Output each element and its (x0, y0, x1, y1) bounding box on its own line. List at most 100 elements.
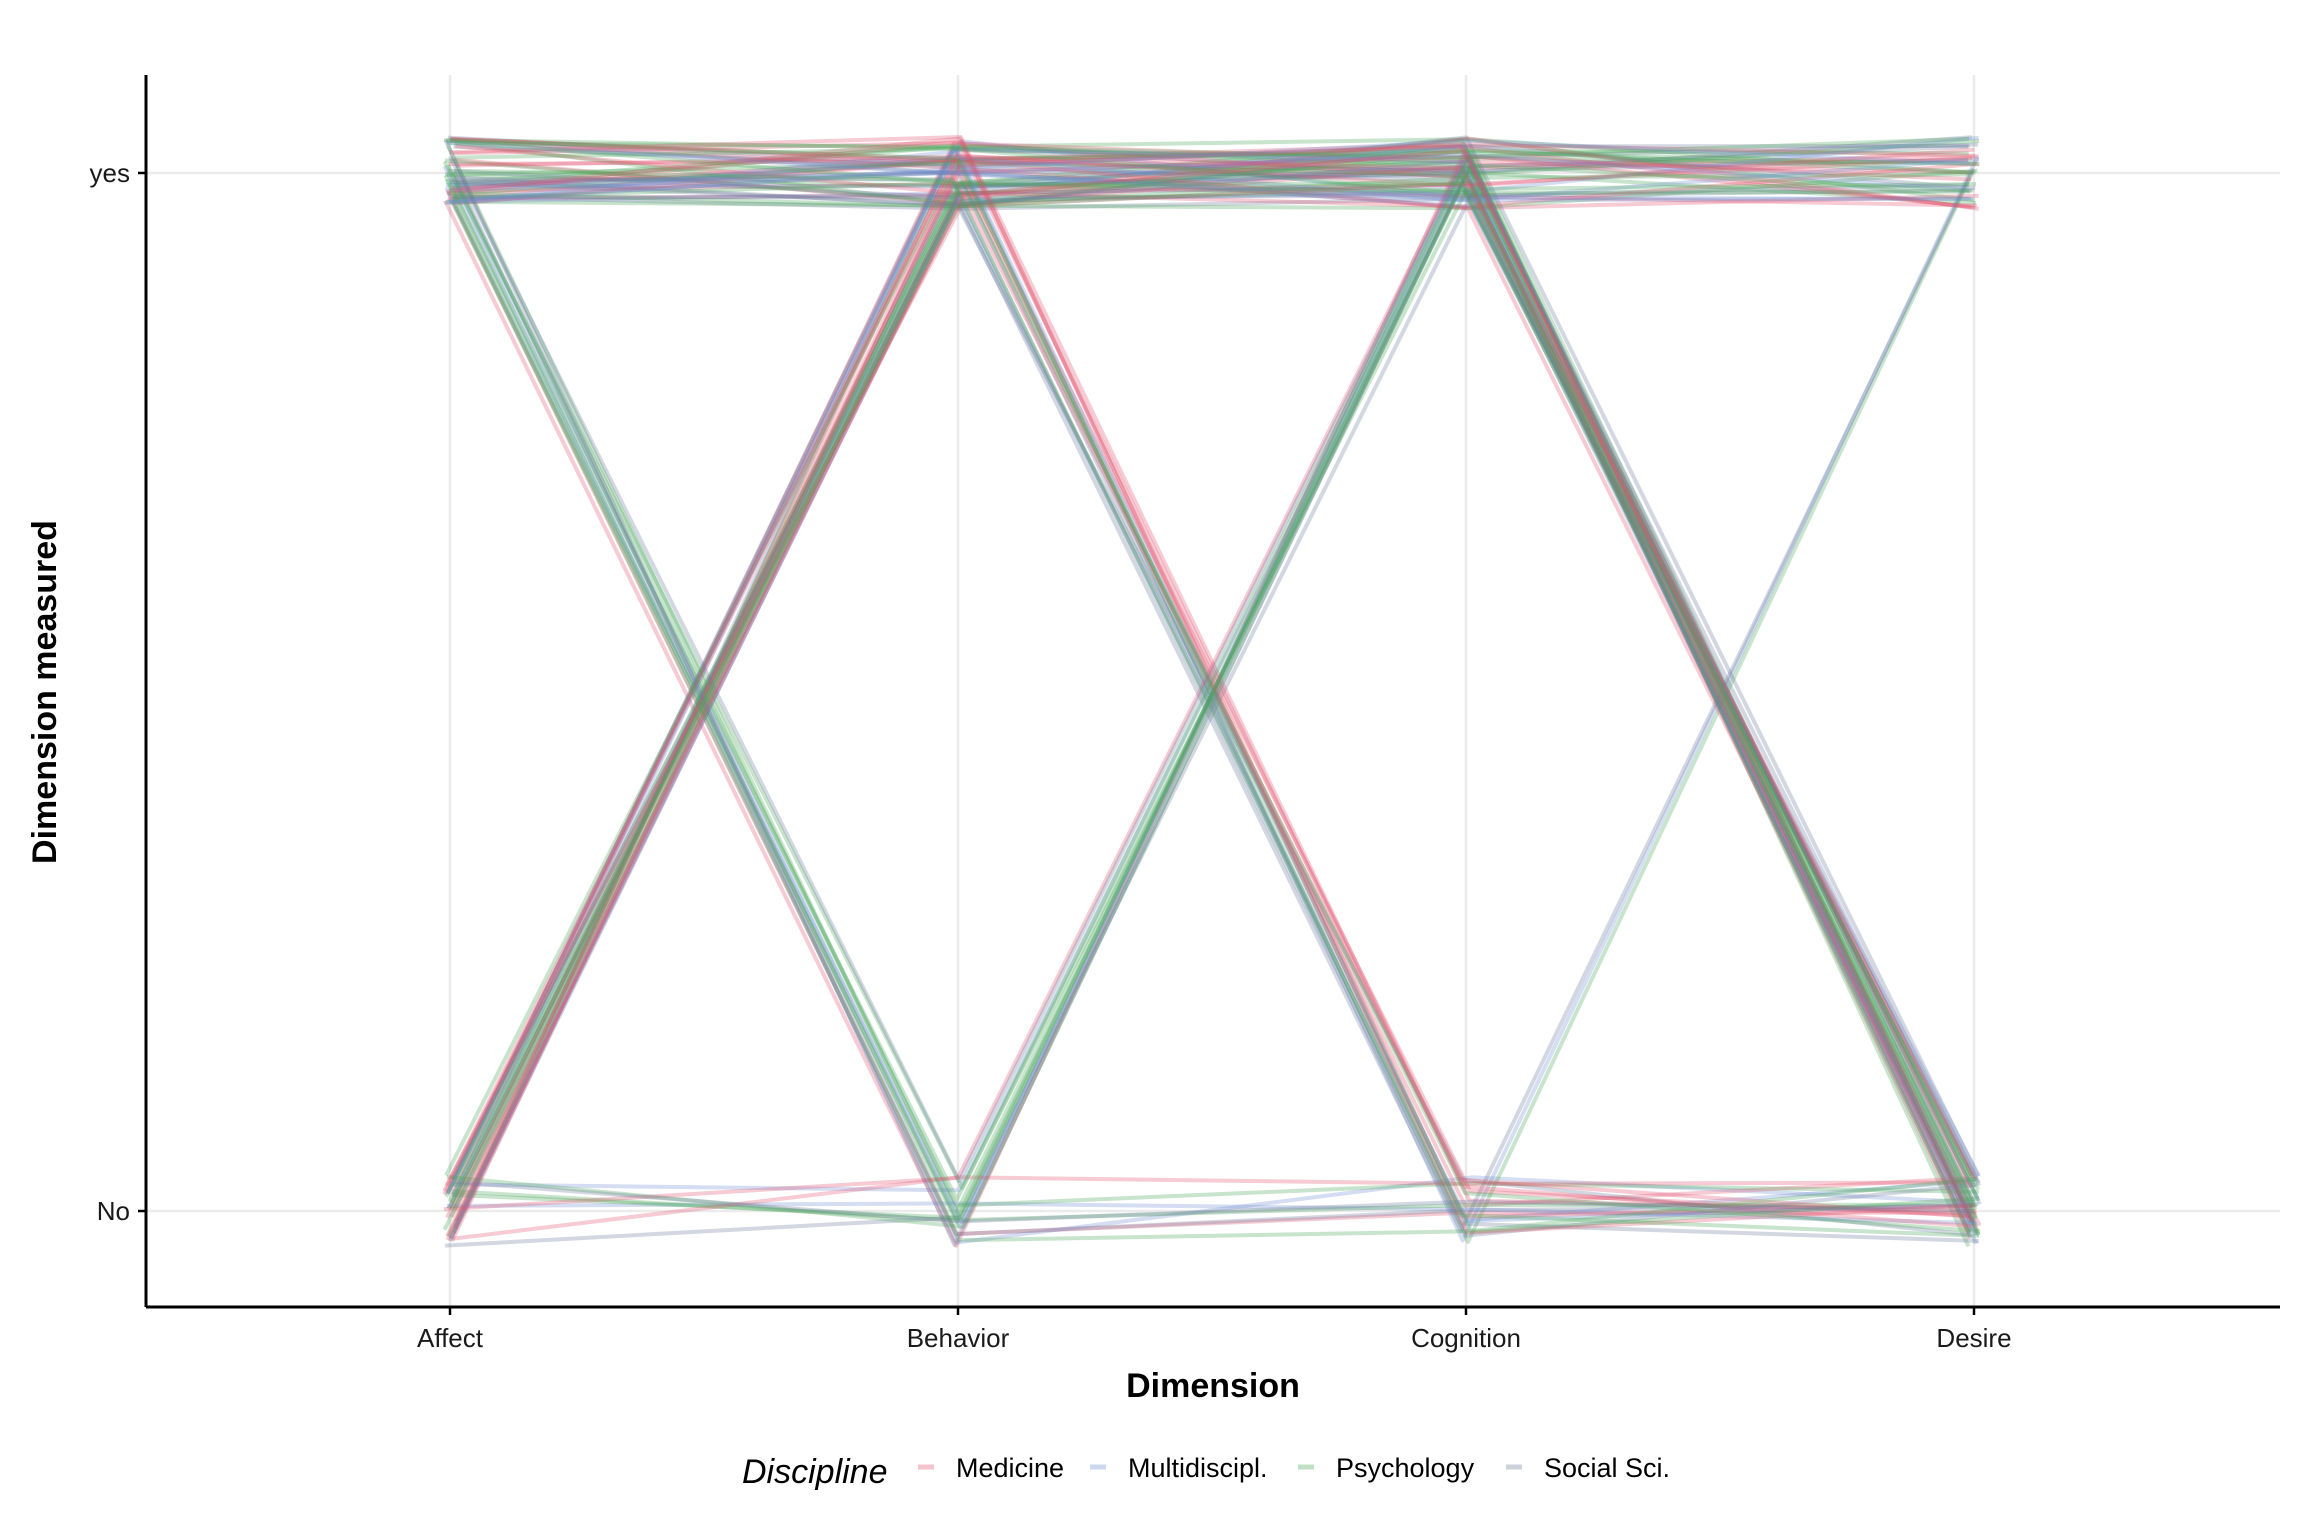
series-line-medicine (445, 136, 1979, 1241)
series-line-medicine (443, 151, 1972, 1234)
series-line-social-sci- (451, 171, 1973, 1237)
x-ticks: Affect Behavior Cognition Desire (417, 1307, 2012, 1353)
series-line-social-sci- (453, 144, 1976, 209)
series-line-psychology (447, 170, 1977, 206)
series-line-multidiscipl- (445, 143, 1978, 1236)
series-line-psychology (443, 155, 1978, 1219)
series-line-medicine (445, 154, 1972, 1219)
series-line-multidiscipl- (453, 159, 1979, 1245)
series-line-medicine (450, 158, 1972, 1240)
series-line-multidiscipl- (446, 1201, 1977, 1225)
series-line-psychology (446, 138, 1980, 1234)
series-line-social-sci- (450, 158, 1976, 1204)
series-line-medicine (449, 141, 1978, 1195)
legend-label-medicine: Medicine (956, 1453, 1064, 1483)
series-line-psychology (454, 140, 1969, 207)
series-line-social-sci- (445, 192, 1979, 1248)
series-line-psychology (449, 181, 1978, 1211)
series-line-social-sci- (447, 168, 1970, 1237)
legend-title: Discipline (742, 1453, 888, 1491)
grid (146, 75, 2280, 1307)
series-line-social-sci- (453, 146, 1982, 1210)
series-line-medicine (455, 143, 1973, 196)
series-line-psychology (452, 137, 1970, 189)
legend-label-social-sci: Social Sci. (1544, 1453, 1670, 1483)
series-line-psychology (455, 141, 1975, 1223)
series-line-medicine (453, 141, 1974, 175)
series-line-medicine (449, 157, 1979, 211)
series-line-psychology (445, 144, 1971, 1248)
series-line-medicine (450, 154, 1979, 206)
series-line-social-sci- (453, 157, 1980, 191)
series-line-medicine (442, 147, 1975, 1192)
series-line-multidiscipl- (442, 165, 1974, 1245)
series-line-medicine (446, 139, 1976, 1219)
series-line-medicine (454, 182, 1977, 208)
series-line-psychology (446, 149, 1980, 1238)
series-line-social-sci- (449, 137, 1974, 198)
series-line-social-sci- (447, 135, 1970, 168)
series-line-medicine (451, 136, 1973, 210)
series-line-medicine (449, 148, 1975, 1222)
x-tick-label: Affect (417, 1323, 484, 1353)
series-line-multidiscipl- (452, 166, 1974, 1226)
x-tick-label: Cognition (1411, 1323, 1521, 1353)
x-tick-label: Behavior (907, 1323, 1010, 1353)
series-line-psychology (446, 141, 1977, 166)
series-line-psychology (448, 137, 1976, 1209)
series-line-psychology (444, 178, 1981, 1225)
axes (144, 75, 2280, 1309)
series-line-psychology (452, 1189, 1974, 1223)
series-line-social-sci- (452, 194, 1974, 1177)
series-line-medicine (452, 142, 1976, 206)
series-line-medicine (449, 138, 1980, 1232)
series-line-medicine (450, 136, 1971, 1218)
series-line-social-sci- (447, 144, 1969, 1242)
series-line-psychology (446, 168, 1978, 211)
series-line-medicine (450, 143, 1972, 1243)
series-line-psychology (451, 150, 1978, 1220)
series-line-multidiscipl- (446, 139, 1974, 1192)
series-line-psychology (444, 136, 1969, 1198)
y-ticks: No yes (90, 158, 146, 1226)
series-line-multidiscipl- (455, 171, 1979, 1228)
y-tick-label: yes (90, 158, 130, 188)
series-line-medicine (447, 158, 1969, 201)
legend-label-psychology: Psychology (1336, 1453, 1475, 1483)
series-line-medicine (445, 172, 1973, 1237)
series-line-social-sci- (445, 135, 1973, 1195)
series-line-psychology (451, 149, 1975, 1244)
series-line-psychology (452, 172, 1970, 1188)
series-line-psychology (452, 181, 1980, 1199)
legend-label-multidiscipl: Multidiscipl. (1128, 1453, 1268, 1483)
series-line-social-sci- (455, 170, 1979, 1243)
legend: Discipline Medicine Multidiscipl. Psycholo… (742, 1453, 1670, 1491)
y-tick-label: No (97, 1196, 130, 1226)
series-line-social-sci- (449, 177, 1977, 1238)
series-line-social-sci- (449, 167, 1976, 1240)
series-line-medicine (448, 158, 1982, 1227)
series-line-multidiscipl- (446, 169, 1981, 1177)
series-line-multidiscipl- (448, 138, 1971, 205)
series-line-multidiscipl- (449, 152, 1969, 193)
series-line-medicine (444, 181, 1973, 1224)
series-line-psychology (449, 143, 1978, 1221)
series-line-social-sci- (453, 182, 1970, 200)
series-line-medicine (442, 162, 1970, 1208)
series-line-psychology (455, 146, 1970, 195)
series-line-psychology (450, 137, 1975, 1184)
series-line-social-sci- (443, 138, 1977, 1247)
series-line-multidiscipl- (452, 135, 1979, 1229)
series-line-social-sci- (445, 142, 1979, 1195)
series-line-social-sci- (455, 1180, 1974, 1224)
series-line-psychology (444, 150, 1980, 1177)
series-line-medicine (453, 144, 1977, 1223)
series-line-social-sci- (452, 169, 1974, 1210)
series-line-psychology (447, 159, 1975, 1208)
series-line-psychology (445, 138, 1980, 178)
series-line-psychology (453, 168, 1980, 1238)
series-lines (442, 135, 1982, 1248)
series-line-social-sci- (453, 144, 1973, 1238)
series-line-multidiscipl- (448, 143, 1980, 1243)
